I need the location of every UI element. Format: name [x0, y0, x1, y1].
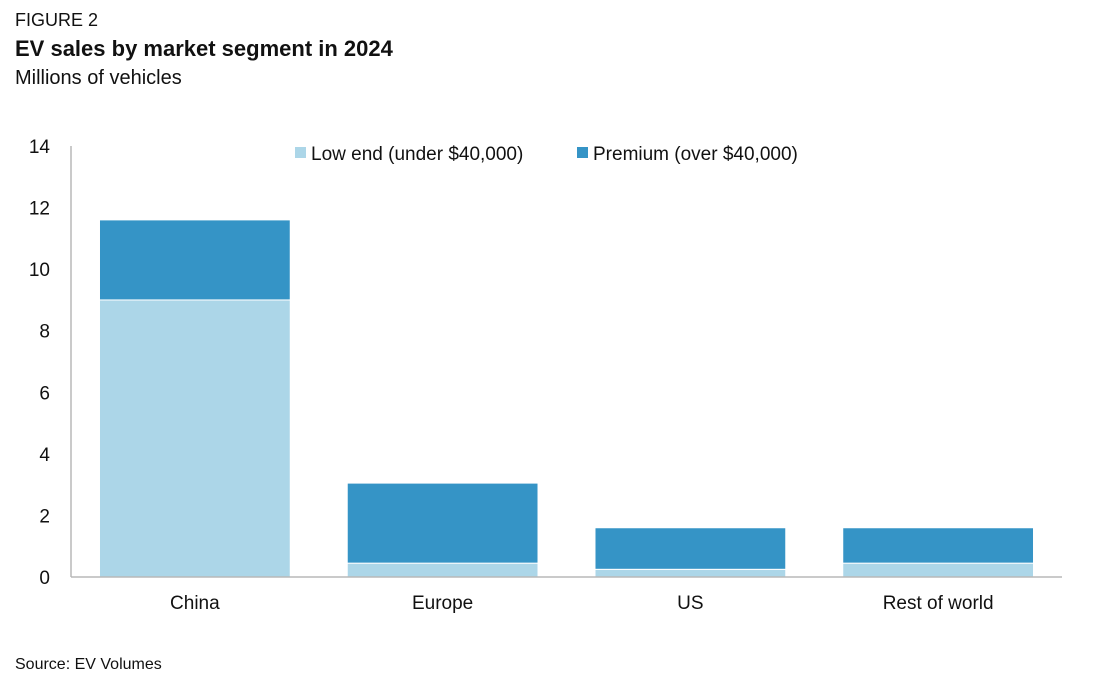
figure-label: FIGURE 2 [15, 10, 99, 30]
bars-group [98, 219, 1035, 578]
legend-swatch-low-end [295, 147, 306, 158]
legend-swatch-premium [577, 147, 588, 158]
x-tick-label: Rest of world [883, 593, 994, 614]
legend: Low end (under $40,000) Premium (over $40… [295, 144, 798, 165]
chart-subtitle: Millions of vehicles [15, 67, 182, 89]
y-tick-label: 8 [39, 322, 50, 343]
y-tick-label: 2 [39, 506, 50, 527]
bar-low-end-us [594, 568, 787, 578]
x-tick-label: US [677, 593, 703, 614]
y-tick-label: 0 [39, 568, 50, 589]
source-note: Source: EV Volumes [15, 656, 162, 673]
chart-title: EV sales by market segment in 2024 [15, 36, 393, 61]
bar-premium-china [98, 219, 291, 301]
axes-group: China Europe US Rest of world 0 2 4 6 8 10 12 14 [29, 137, 1062, 614]
legend-label-premium: Premium (over $40,000) [593, 144, 798, 165]
x-tick-label: China [170, 593, 220, 614]
bar-low-end-europe [346, 562, 539, 578]
bar-premium-us [594, 527, 787, 570]
y-tick-label: 6 [39, 383, 50, 404]
x-tick-label: Europe [412, 593, 473, 614]
y-tick-label: 10 [29, 260, 50, 281]
bar-premium-europe [346, 482, 539, 564]
bar-premium-rest-of-world [842, 527, 1035, 564]
y-tick-label: 12 [29, 199, 50, 220]
bar-low-end-rest-of-world [842, 562, 1035, 578]
y-tick-label: 4 [39, 445, 50, 466]
y-tick-label: 14 [29, 137, 51, 158]
bar-low-end-china [98, 299, 291, 578]
legend-label-low-end: Low end (under $40,000) [311, 144, 523, 165]
